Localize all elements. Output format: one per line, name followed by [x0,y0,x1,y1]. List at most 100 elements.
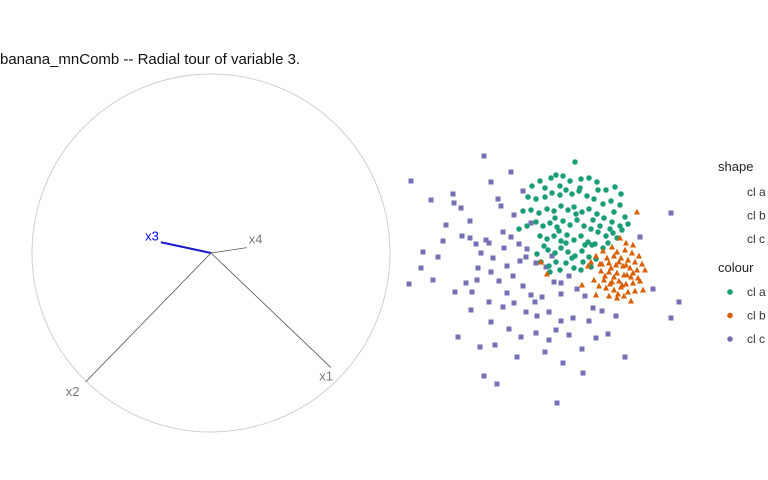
point-cl-a [564,232,570,238]
point-cl-b [627,297,635,304]
point-cl-c [459,233,465,239]
point-cl-c [523,309,529,315]
point-cl-c [495,196,501,202]
point-cl-b [613,248,621,255]
point-cl-c [504,263,510,269]
point-cl-a [537,233,543,239]
unit-circle [31,73,391,433]
axis-label-x2: x2 [66,384,80,399]
point-cl-c [518,334,524,340]
point-cl-a [595,187,601,193]
point-cl-a [557,267,563,273]
point-cl-a [605,240,611,246]
point-cl-c [528,220,534,226]
point-cl-b [615,258,623,265]
point-cl-a [567,222,573,228]
point-cl-c [468,307,474,313]
point-cl-a [572,159,578,165]
point-cl-c [452,289,458,295]
point-cl-b [629,241,637,248]
point-cl-a [594,179,600,185]
point-cl-c [566,332,572,338]
axis-segment-x1 [210,252,332,368]
point-cl-a [591,196,597,202]
point-cl-c [637,234,643,240]
point-cl-b [622,239,630,246]
point-cl-b [624,288,632,295]
point-cl-c [516,241,522,247]
point-cl-b [610,273,618,280]
axis-label-x1: x1 [319,369,333,384]
point-cl-b [613,294,621,301]
point-cl-a [586,254,592,260]
legend-colour-item: cl a [747,285,766,299]
point-cl-a [563,260,569,266]
point-cl-a [571,265,577,271]
point-cl-a [557,192,563,198]
point-cl-b [543,270,551,277]
point-cl-a [586,175,592,181]
point-cl-b [618,281,626,288]
point-cl-c [605,331,611,337]
point-cl-a [588,226,594,232]
point-cl-c [586,318,592,324]
point-cl-c [490,255,496,261]
point-cl-a [603,233,609,239]
point-cl-c [558,280,564,286]
point-cl-a [533,196,539,202]
point-cl-a [567,178,573,184]
point-cl-b [603,254,611,261]
point-cl-b [633,208,641,215]
point-cl-a [545,247,551,253]
axis-segment-x3 [160,241,212,254]
point-cl-c [511,300,517,306]
legend-colour-swatch [727,312,733,319]
point-cl-c [463,280,469,286]
point-cl-b [605,292,613,299]
point-cl-c [420,249,426,255]
point-cl-c [546,337,552,343]
point-cl-a [528,207,534,213]
point-cl-a [582,242,588,248]
point-cl-c [408,178,414,184]
point-cl-a [542,194,548,200]
point-cl-c [546,309,552,315]
point-cl-c [593,335,599,341]
point-cl-c [676,299,682,305]
point-cl-b [592,291,600,298]
point-cl-b [631,258,639,265]
point-cl-c [494,381,500,387]
point-cl-c [542,349,548,355]
point-cl-a [607,226,613,232]
point-cl-a [589,242,595,248]
point-cl-b [608,243,616,250]
point-cl-c [520,188,526,194]
point-cl-c [582,293,588,299]
point-cl-a [563,240,569,246]
point-cl-a [547,269,553,275]
chart-title: banana_mnComb -- Radial tour of variable… [0,51,301,68]
point-cl-c [478,250,484,256]
point-cl-b [629,279,637,286]
point-cl-a [529,183,535,189]
point-cl-a [552,250,558,256]
point-cl-c [504,290,510,296]
point-cl-c [455,334,461,340]
point-cl-c [551,279,557,285]
point-cl-a [563,187,569,193]
point-cl-a [579,248,585,254]
point-cl-a [533,219,539,225]
point-cl-a [560,218,566,224]
point-cl-a [597,223,603,229]
point-cl-b [641,266,649,273]
point-cl-c [467,235,473,241]
point-cl-a [578,233,584,239]
point-cl-a [534,251,540,257]
point-cl-b [622,280,630,287]
point-cl-c [528,292,534,298]
point-cl-a [540,223,546,229]
point-cl-c [613,313,619,319]
point-cl-a [579,209,585,215]
point-cl-a [625,221,631,227]
